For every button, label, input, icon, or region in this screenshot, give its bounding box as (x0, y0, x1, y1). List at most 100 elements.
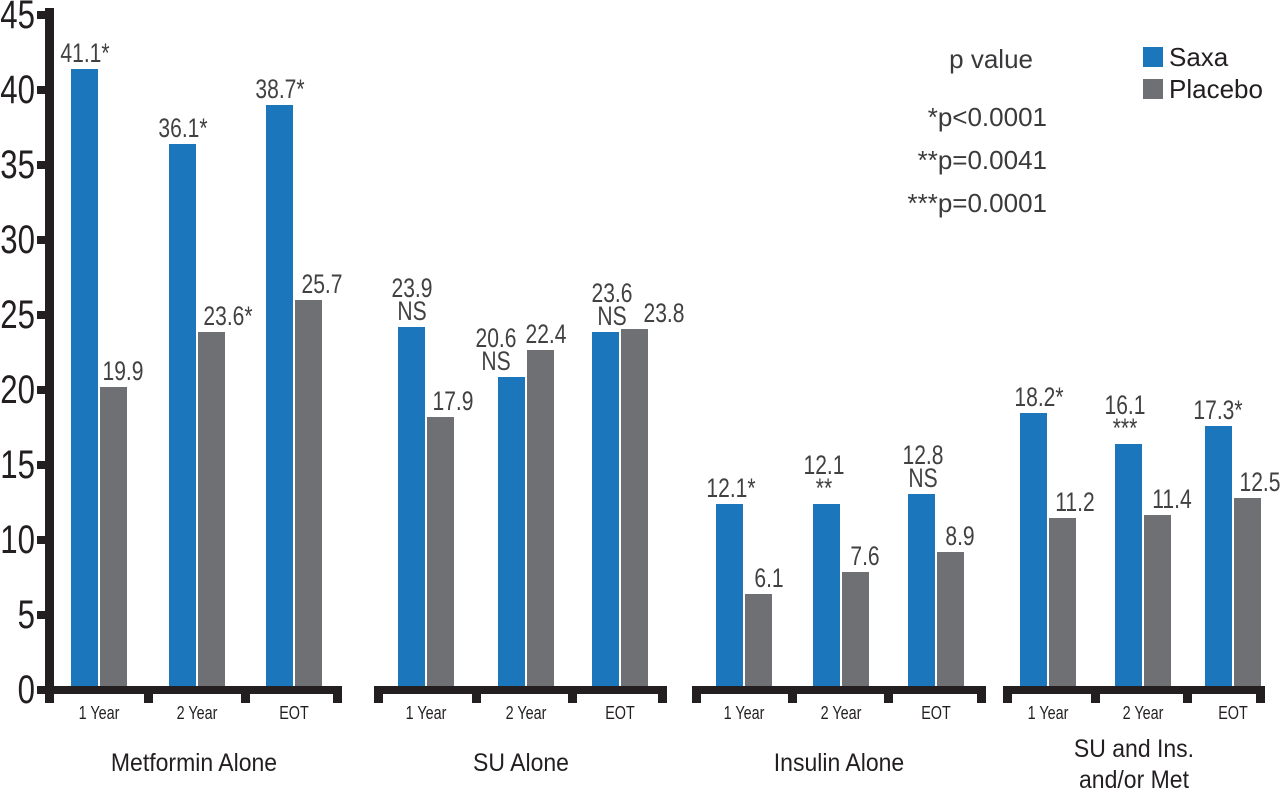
bar-value-line: 23.8 (643, 298, 685, 328)
bar-value-label-saxa: 36.1* (136, 115, 230, 142)
bar-value-label-saxa: 16.1 *** (1078, 390, 1172, 443)
bar-placebo (295, 300, 322, 686)
y-axis-tick-label: 30 (0, 218, 36, 262)
x-axis-tick (333, 686, 342, 703)
p-value-line: ***p=0.0001 (907, 188, 1047, 218)
bar-value-line: 12.8 (902, 440, 944, 470)
legend: Saxa Placebo (1143, 42, 1263, 106)
bar-value-label-placebo: 17.9 (406, 388, 500, 415)
legend-placebo-swatch-icon (1143, 79, 1163, 99)
x-axis-tick (143, 686, 153, 703)
y-axis-tick-label: 40 (0, 68, 36, 112)
legend-saxa-label: Saxa (1169, 42, 1229, 72)
bar-saxa (169, 144, 196, 686)
x-axis-tick (883, 686, 893, 703)
bar-saxa (71, 69, 98, 686)
group-label-line: SU Alone (472, 749, 569, 777)
bar-value-line: 6.1 (754, 563, 784, 593)
bar-value-line: 38.7* (254, 74, 305, 104)
x-tick-label: 2 Year (505, 703, 547, 723)
bar-value-line: 23.6 (591, 278, 633, 308)
bar-placebo (1143, 515, 1171, 686)
bar-value-line: 12.5 (1239, 467, 1280, 497)
group-label-line: Metformin Alone (110, 749, 277, 777)
bar-value-label-saxa: 12.1 ** (777, 452, 871, 503)
bar-value-line: 11.4 (1152, 484, 1192, 514)
bar-placebo (527, 350, 554, 686)
bar-saxa (398, 327, 425, 686)
x-tick-label: EOT (604, 703, 635, 723)
p-value-title: p value (949, 44, 1033, 74)
bar-saxa (1019, 413, 1047, 686)
x-tick-label: 1 Year (78, 703, 120, 723)
x-tick-label: 1 Year (405, 703, 447, 723)
bar-value-line: NS (396, 296, 427, 326)
bar-saxa (591, 332, 619, 686)
bar-value-label-saxa: 41.1* (38, 38, 132, 68)
bar-value-line: 8.9 (945, 521, 975, 551)
group-label: Insulin Alone (701, 748, 977, 779)
bar-value-line: 20.6 (475, 323, 516, 353)
x-tick-label: 2 Year (820, 703, 861, 723)
bar-placebo (936, 552, 964, 686)
bar-value-line: 19.9 (102, 356, 143, 386)
bar-value-label-placebo: 25.7 (275, 269, 369, 299)
bar-value-label-placebo: 6.1 (722, 563, 816, 593)
x-axis-tick (568, 686, 578, 703)
y-axis-tick-label: 45 (0, 0, 36, 37)
x-axis-tick (471, 686, 481, 703)
bar-value-label-placebo: 22.4 (499, 319, 593, 349)
p-value-note: p value *p<0.0001 **p=0.0041 ***p=0.0001 (797, 44, 1047, 231)
bar-value-label-placebo: 11.4 (1125, 484, 1219, 514)
bar-value-line: NS (480, 346, 511, 376)
legend-placebo-label: Placebo (1169, 74, 1263, 104)
y-axis-tick (37, 236, 46, 244)
x-axis-baseline (374, 686, 667, 694)
bar-value-label-placebo: 19.9 (76, 356, 170, 386)
bar-value-line: NS (597, 301, 627, 331)
bar-value-line: 16.1 (1104, 390, 1146, 420)
y-axis-tick (37, 536, 46, 544)
bar-placebo (620, 329, 648, 686)
bar-value-label-placebo: 11.2 (1028, 489, 1122, 516)
y-axis-tick-label: 35 (0, 143, 36, 187)
y-axis-tick (37, 611, 46, 619)
bar-value-line: 22.4 (525, 319, 566, 349)
y-axis-tick (37, 311, 46, 319)
bar-value-line: 25.7 (301, 269, 342, 299)
group-label: SU Alone (383, 748, 659, 779)
y-axis-tick-label: 25 (0, 293, 36, 337)
p-value-line: **p=0.0041 (917, 145, 1047, 175)
x-axis-tick (241, 686, 250, 703)
y-axis-tick-label: 15 (0, 443, 36, 487)
x-axis-baseline (45, 686, 342, 694)
y-axis-tick (37, 461, 46, 469)
bar-placebo (841, 572, 869, 686)
group-label-line: Insulin Alone (773, 749, 905, 777)
x-axis-tick (1090, 686, 1100, 703)
bar-value-label-saxa: 18.2* (992, 382, 1086, 412)
bar-value-label-saxa: 20.6 NS (449, 323, 543, 376)
bar-value-line: 41.1* (59, 38, 110, 68)
bar-value-line: 18.2* (1014, 382, 1064, 412)
x-tick-label: 2 Year (176, 703, 218, 723)
x-tick-label: 1 Year (723, 703, 764, 723)
legend-saxa-swatch-icon (1143, 47, 1163, 67)
x-tick-label: 1 Year (1027, 703, 1068, 723)
group-label-line: and/or Met (1079, 766, 1189, 794)
y-axis-tick (37, 11, 46, 19)
bar-value-label-saxa: 23.6 NS (565, 278, 659, 331)
bar-value-label-placebo: 23.6* (181, 303, 275, 330)
bar-placebo (100, 387, 127, 686)
bar-placebo (427, 417, 454, 686)
bar-placebo (1048, 518, 1076, 686)
bar-value-label-placebo: 12.5 (1213, 467, 1280, 497)
bar-placebo (198, 332, 225, 686)
bar-value-line: 7.6 (850, 541, 880, 571)
x-axis-tick (1183, 686, 1192, 703)
bar-value-label-saxa: 12.1* (684, 475, 778, 502)
bar-value-line: ** (815, 473, 833, 503)
bar-value-line: *** (1112, 413, 1138, 443)
y-axis-tick-label: 5 (17, 593, 35, 637)
bar-value-line: 17.3* (1193, 395, 1243, 425)
